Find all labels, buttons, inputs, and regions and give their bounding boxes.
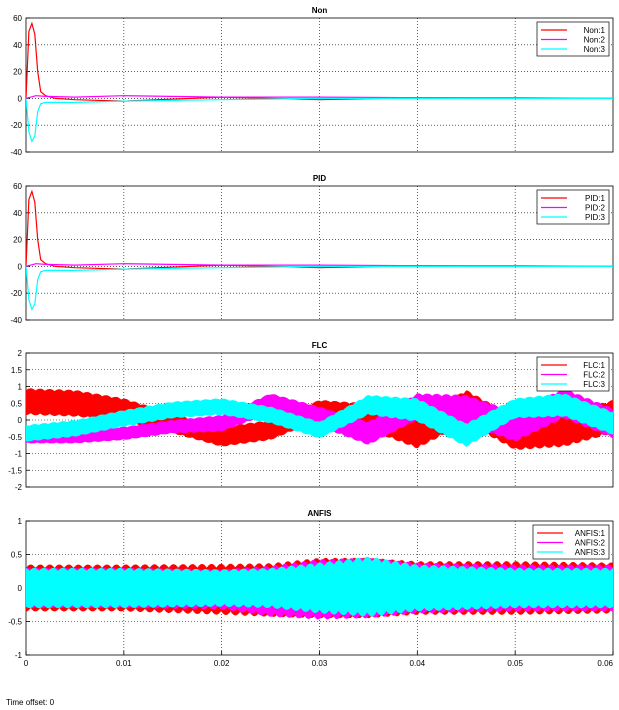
legend-label: PID:2 [585,204,606,213]
legend-label: ANFIS:1 [575,529,606,538]
x-tick-label: 0.03 [312,659,328,668]
series-group [26,556,613,620]
legend-label: ANFIS:3 [575,548,606,557]
y-tick-label: 1 [18,383,23,392]
y-tick-label: 1.5 [11,366,23,375]
x-tick-label: 0 [24,659,29,668]
series-line-3 [26,97,613,143]
legend-label: FLC:2 [583,371,605,380]
legend-label: PID:1 [585,194,606,203]
series-line-3 [26,265,613,311]
y-tick-label: 40 [13,209,22,218]
y-tick-label: -0.5 [8,433,22,442]
x-tick-label: 0.05 [507,659,523,668]
series-line-2 [26,95,613,99]
y-tick-label: 0 [18,94,23,103]
y-tick-label: 60 [13,14,22,23]
x-tick-label: 0.01 [116,659,132,668]
y-tick-label: -1 [15,651,23,660]
legend-label: PID:3 [585,213,606,222]
y-tick-label: 0 [18,584,23,593]
series-group [26,388,613,450]
x-tick-label: 0.02 [214,659,230,668]
y-tick-label: -20 [10,121,22,130]
y-tick-label: 0 [18,262,23,271]
y-tick-label: 1 [18,517,23,526]
legend-label: Non:2 [584,36,606,45]
y-tick-label: 2 [18,349,23,358]
series-line-2 [26,263,613,267]
y-tick-label: -20 [10,289,22,298]
y-tick-label: -1 [15,450,23,459]
y-tick-label: 60 [13,182,22,191]
series-group [26,21,613,143]
series-line-1 [26,557,613,619]
legend-label: FLC:3 [583,380,605,389]
y-tick-label: 20 [13,68,22,77]
subplot-title: Non [312,6,328,15]
series-line-3 [26,393,613,447]
subplot-anfis: -1 -0.5 0 0.5 1 0 0.01 0.02 0.03 0.04 0.05 0.06 ANFI… [8,509,613,668]
x-tick-label: 0.06 [597,659,613,668]
legend-label: Non:1 [584,26,606,35]
time-offset-label: Time offset: 0 [6,698,55,707]
legend-label: ANFIS:2 [575,539,606,548]
legend-label: Non:3 [584,45,606,54]
y-tick-label: 40 [13,41,22,50]
y-tick-label: 20 [13,236,22,245]
y-tick-label: 0 [18,416,23,425]
legend-label: FLC:1 [583,361,605,370]
x-tick-label: 0.04 [410,659,426,668]
series-line-2 [26,557,613,620]
series-group [26,189,613,311]
y-tick-label: -1.5 [8,466,22,475]
subplot-title: ANFIS [308,509,333,518]
y-tick-label: -0.5 [8,618,22,627]
subplot-title: PID [313,174,327,183]
y-tick-label: 0.5 [11,551,23,560]
y-tick-label: -40 [10,316,22,325]
y-tick-label: -40 [10,148,22,157]
legend-box [536,21,610,57]
y-tick-label: -2 [15,483,23,492]
series-line-3 [26,556,613,617]
subplot-title: FLC [312,341,328,350]
y-tick-label: 0.5 [11,399,23,408]
